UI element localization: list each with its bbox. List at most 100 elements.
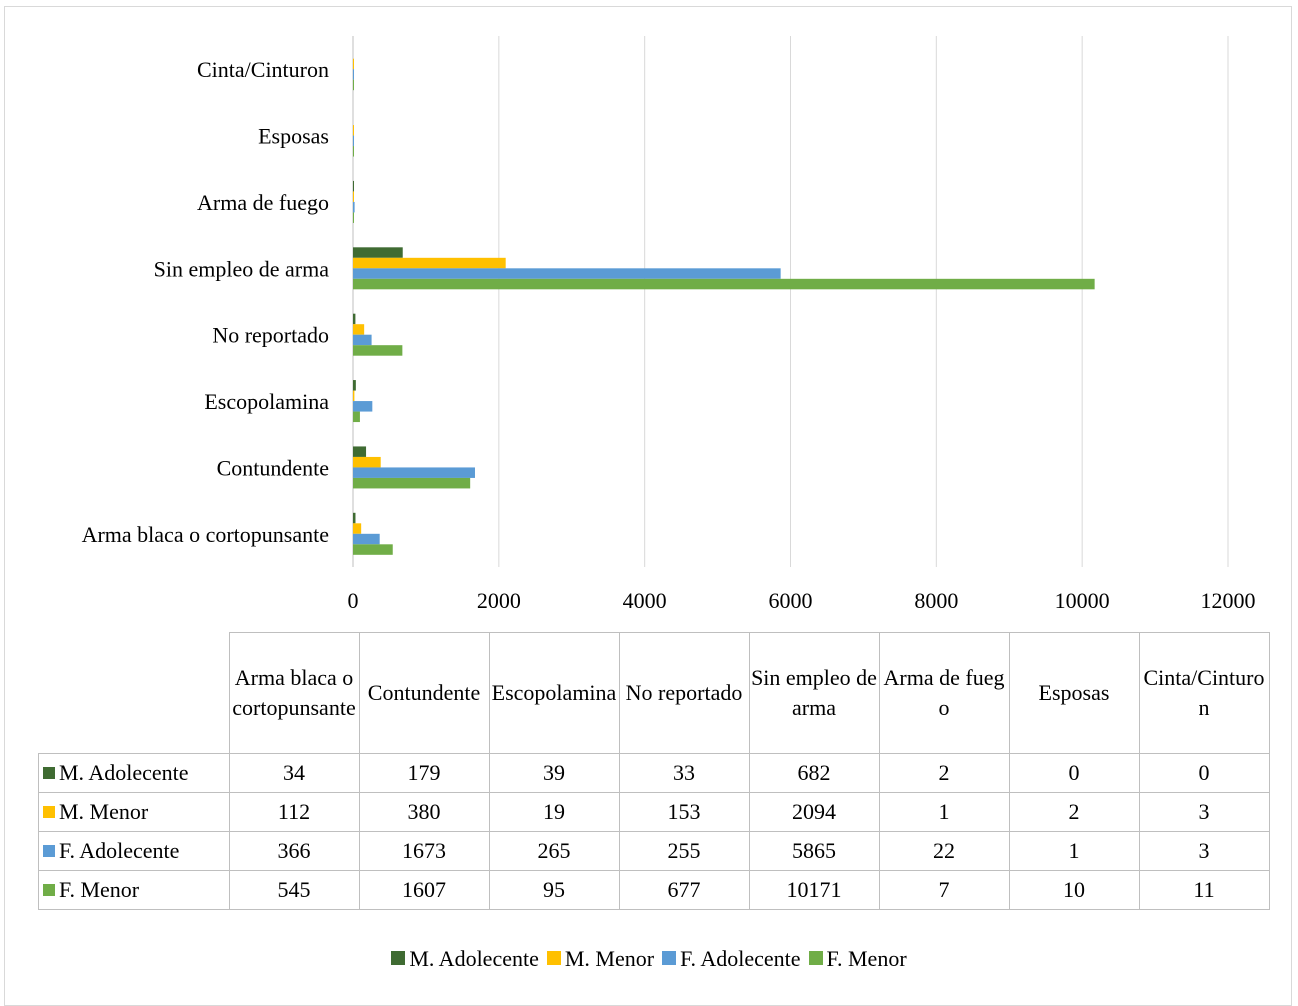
table-cell: 11 [1138, 870, 1270, 910]
legend-key-icon [43, 767, 55, 779]
table-column-header: Arma blaca o cortopunsante [228, 632, 360, 754]
table-cell: 22 [878, 831, 1010, 871]
tick-labels: 0 2000 4000 6000 8000 10000 12000 [348, 588, 1256, 613]
bar [353, 247, 403, 258]
category-label: No reportado [212, 323, 329, 348]
bar [353, 201, 355, 213]
legend-item: M. Menor [546, 946, 655, 972]
category-label: Esposas [258, 124, 329, 149]
table-cell: 112 [228, 792, 360, 832]
category-labels: Arma blaca o cortopunsante Contundente Esc… [82, 57, 330, 547]
table-cell: 3 [1138, 792, 1270, 832]
legend-item: F. Adolecente [662, 946, 801, 972]
table-cell: 682 [748, 753, 880, 793]
table-row: F. Adolecente 366 1673 265 255 5865 22 1 3 [38, 831, 1270, 871]
table-column-header: Sin empleo de arma [748, 632, 880, 754]
bars [353, 58, 1095, 555]
legend-key-icon [43, 884, 55, 896]
legend-key-icon [43, 845, 55, 857]
category-label: Contundente [217, 455, 329, 480]
legend-item: F. Menor [808, 946, 907, 972]
table-row: F. Menor 545 1607 95 677 10171 7 10 11 [38, 870, 1270, 910]
table-cell: 2 [878, 753, 1010, 793]
data-table: Arma blaca o cortopunsante Contundente Esc… [38, 632, 1270, 910]
table-row-header: M. Adolecente [38, 753, 230, 793]
category-label: Sin empleo de arma [154, 256, 330, 281]
table-cell: 39 [488, 753, 620, 793]
table-cell: 2 [1008, 792, 1140, 832]
legend-label: F. Menor [826, 946, 907, 971]
category-label: Cinta/Cinturon [197, 57, 329, 82]
bar [353, 456, 381, 468]
x-tick-label: 10000 [1055, 588, 1110, 613]
x-tick-label: 2000 [477, 588, 521, 613]
bar [353, 523, 362, 534]
legend-swatch-icon [662, 951, 677, 965]
bar [353, 58, 354, 70]
table-cell: 1607 [358, 870, 490, 910]
legend-key-icon [43, 806, 55, 818]
bar [353, 257, 506, 269]
bar [353, 544, 393, 555]
bar [353, 79, 354, 91]
table-cell: 10171 [748, 870, 880, 910]
bar [353, 467, 475, 478]
bar [353, 146, 354, 157]
bar [353, 313, 356, 325]
series-name: F. Menor [59, 877, 140, 902]
table-cell: 179 [358, 753, 490, 793]
x-tick-label: 0 [348, 588, 359, 613]
table-row-header: F. Menor [38, 870, 230, 910]
table-row: M. Menor 112 380 19 153 2094 1 2 3 [38, 792, 1270, 832]
legend: M. Adolecente M. Menor F. Adolecente F. Men… [0, 946, 1298, 972]
table-cell: 5865 [748, 831, 880, 871]
table-cell: 3 [1138, 831, 1270, 871]
legend-label: M. Menor [564, 946, 655, 971]
table-cell: 366 [228, 831, 360, 871]
table-header-row: Arma blaca o cortopunsante Contundente Esc… [38, 632, 1270, 754]
table-row: M. Adolecente 34 179 39 33 682 2 0 0 [38, 753, 1270, 793]
table-corner [38, 632, 230, 754]
bar [353, 268, 781, 279]
x-tick-label: 6000 [769, 588, 813, 613]
legend-swatch-icon [391, 951, 406, 965]
bar [353, 411, 360, 423]
table-cell: 19 [488, 792, 620, 832]
category-label: Arma de fuego [197, 190, 329, 215]
table-column-header: Arma de fuego [878, 632, 1010, 754]
x-tick-label: 12000 [1201, 588, 1256, 613]
bar [353, 180, 354, 192]
table-body: M. Adolecente 34 179 39 33 682 2 0 0 M. Menor 112 3… [38, 753, 1270, 910]
category-label: Escopolamina [204, 389, 329, 414]
bar [353, 512, 356, 524]
table-column-header: Contundente [358, 632, 490, 754]
legend-swatch-icon [808, 951, 823, 965]
table-cell: 677 [618, 870, 750, 910]
table-cell: 2094 [748, 792, 880, 832]
table-cell: 34 [228, 753, 360, 793]
table-row-header: M. Menor [38, 792, 230, 832]
series-name: F. Adolecente [59, 838, 180, 863]
bar [353, 401, 373, 412]
table-cell: 95 [488, 870, 620, 910]
table-cell: 33 [618, 753, 750, 793]
table-column-header: Escopolamina [488, 632, 620, 754]
bar [353, 334, 372, 346]
bar [353, 212, 354, 223]
bar [353, 278, 1095, 290]
table-cell: 10 [1008, 870, 1140, 910]
bar [353, 390, 355, 402]
table-cell: 380 [358, 792, 490, 832]
bar [353, 69, 354, 80]
bar [353, 345, 403, 356]
x-tick-label: 4000 [623, 588, 667, 613]
category-label: Arma blaca o cortopunsante [82, 522, 329, 547]
bar [353, 135, 354, 147]
bar [353, 191, 354, 202]
bar [353, 446, 367, 457]
legend-swatch-icon [546, 951, 561, 965]
table-cell: 255 [618, 831, 750, 871]
bar [353, 324, 365, 335]
legend-label: F. Adolecente [680, 946, 801, 971]
legend-item: M. Adolecente [391, 946, 539, 972]
